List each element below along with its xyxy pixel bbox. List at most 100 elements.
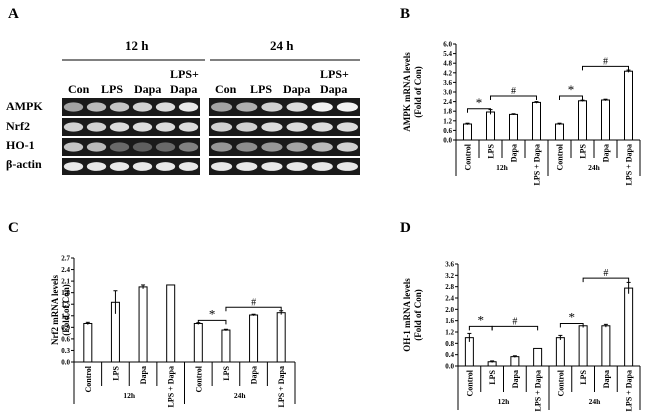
y-axis-label: (Fold of Con) — [61, 284, 71, 336]
panel-d-letter: D — [400, 220, 411, 236]
gel-band — [211, 142, 233, 152]
significance-mark: * — [476, 95, 483, 110]
y-tick-label: 0.0 — [445, 363, 454, 371]
gel-band — [132, 142, 153, 152]
bar — [601, 99, 610, 141]
significance-bracket — [490, 95, 537, 100]
gel-band — [86, 122, 107, 132]
significance-mark: # — [251, 297, 256, 308]
gel-band — [286, 162, 308, 171]
bar — [249, 314, 259, 363]
significance-mark: * — [478, 312, 485, 327]
group-label: 24h — [588, 163, 601, 172]
bar — [193, 322, 203, 363]
gel-band — [109, 102, 130, 112]
category-label: Control — [194, 365, 203, 392]
y-tick-label: 0.6 — [61, 335, 70, 343]
y-axis-label: Nrf2 mRNA levels — [50, 275, 60, 345]
gel-band — [261, 122, 283, 132]
category-label: Control — [556, 143, 565, 170]
category-label: Dapa — [602, 144, 611, 162]
y-axis-label: (Fold of Con) — [413, 66, 423, 118]
panel-b-letter: B — [400, 6, 410, 22]
lane-label-con-24h: Con — [215, 82, 237, 96]
y-tick-label: 0.6 — [443, 127, 452, 135]
gel-band — [336, 102, 358, 112]
category-label: LPS + Dapa — [533, 144, 542, 185]
bar — [510, 356, 520, 367]
gel-band — [311, 102, 333, 112]
category-label: Dapa — [510, 144, 519, 162]
significance-bracket — [467, 108, 491, 113]
category-label: Dapa — [139, 366, 148, 384]
lane-label-dapa2-12h: Dapa — [170, 82, 197, 96]
category-label: Dapa — [511, 370, 520, 388]
bar — [509, 113, 518, 141]
panel-a-letter: A — [8, 6, 19, 22]
row-label-ampk: AMPK — [6, 99, 43, 113]
significance-bracket — [559, 323, 584, 328]
row-label-nrf2: Nrf2 — [6, 119, 30, 133]
y-tick-label: 2.7 — [61, 255, 70, 263]
group-label: 24h — [234, 391, 247, 400]
y-tick-label: 1.2 — [443, 117, 452, 125]
y-tick-label: 2.0 — [445, 306, 454, 314]
y-tick-label: 2.4 — [443, 98, 452, 106]
significance-mark: * — [568, 82, 575, 97]
gel-band — [63, 122, 84, 132]
y-tick-label: 4.8 — [443, 60, 452, 68]
y-tick-label: 0.3 — [61, 347, 70, 355]
row-label-beta-actin: β-actin — [6, 157, 42, 171]
category-label: LPS + Dapa — [534, 370, 543, 411]
gel-blots — [62, 98, 360, 175]
lane-label-lps-plus-12h: LPS+ — [170, 67, 199, 81]
y-tick-label: 1.5 — [61, 301, 70, 309]
category-label: Control — [464, 143, 473, 170]
gel-band — [155, 102, 176, 112]
y-tick-label: 3.6 — [443, 79, 452, 87]
gel-band — [336, 122, 358, 132]
row-label-ho1: HO-1 — [6, 138, 35, 152]
significance-bracket — [582, 277, 630, 283]
gel-band — [286, 142, 308, 152]
lane-label-lps-12h: LPS — [101, 82, 123, 96]
category-label: Control — [556, 369, 565, 396]
gel-band — [132, 162, 153, 171]
gel-band — [261, 102, 283, 112]
category-label: LPS — [222, 365, 231, 380]
gel-band — [211, 162, 233, 171]
y-axis-label: AMPK mRNA levels — [402, 52, 412, 132]
y-tick-label: 5.4 — [443, 50, 452, 58]
category-label: Control — [84, 365, 93, 392]
y-tick-label: 1.2 — [445, 329, 454, 337]
lane-label-dapa2-24h: Dapa — [320, 82, 347, 96]
group-label: 12h — [123, 391, 136, 400]
group-label: 12h — [496, 163, 509, 172]
category-label: Dapa — [602, 370, 611, 388]
category-label: LPS — [488, 369, 497, 384]
y-tick-label: 0.9 — [61, 324, 70, 332]
bar — [533, 347, 543, 367]
y-tick-label: 1.6 — [445, 317, 454, 325]
y-tick-label: 3.2 — [445, 272, 454, 280]
category-label: LPS + Dapa — [625, 144, 634, 185]
category-label: LPS + Dapa — [167, 366, 176, 407]
y-tick-label: 1.8 — [61, 289, 70, 297]
chart-ampk: AMPK mRNA levels (Fold of Con) 0.0 0.6 1.21.… — [402, 41, 641, 185]
y-tick-label: 3.0 — [443, 89, 452, 97]
gel-band — [211, 102, 233, 112]
category-label: LPS — [111, 365, 120, 380]
time-label-24h: 24 h — [270, 38, 294, 53]
bar — [166, 284, 176, 363]
chart-oh1: OH-1 mRNA levels (Fold of Con) 0.0 0.4 0.8 1.… — [402, 261, 641, 411]
category-label: LPS + Dapa — [625, 370, 634, 411]
gel-band — [86, 142, 107, 152]
y-tick-label: 1.2 — [61, 312, 70, 320]
significance-bracket — [197, 319, 227, 325]
group-label: 24h — [589, 397, 602, 406]
gel-band — [178, 102, 199, 112]
y-tick-label: 2.4 — [445, 295, 454, 303]
bar — [555, 337, 565, 367]
y-tick-label: 0.0 — [61, 359, 70, 367]
category-label: LPS — [579, 369, 588, 384]
